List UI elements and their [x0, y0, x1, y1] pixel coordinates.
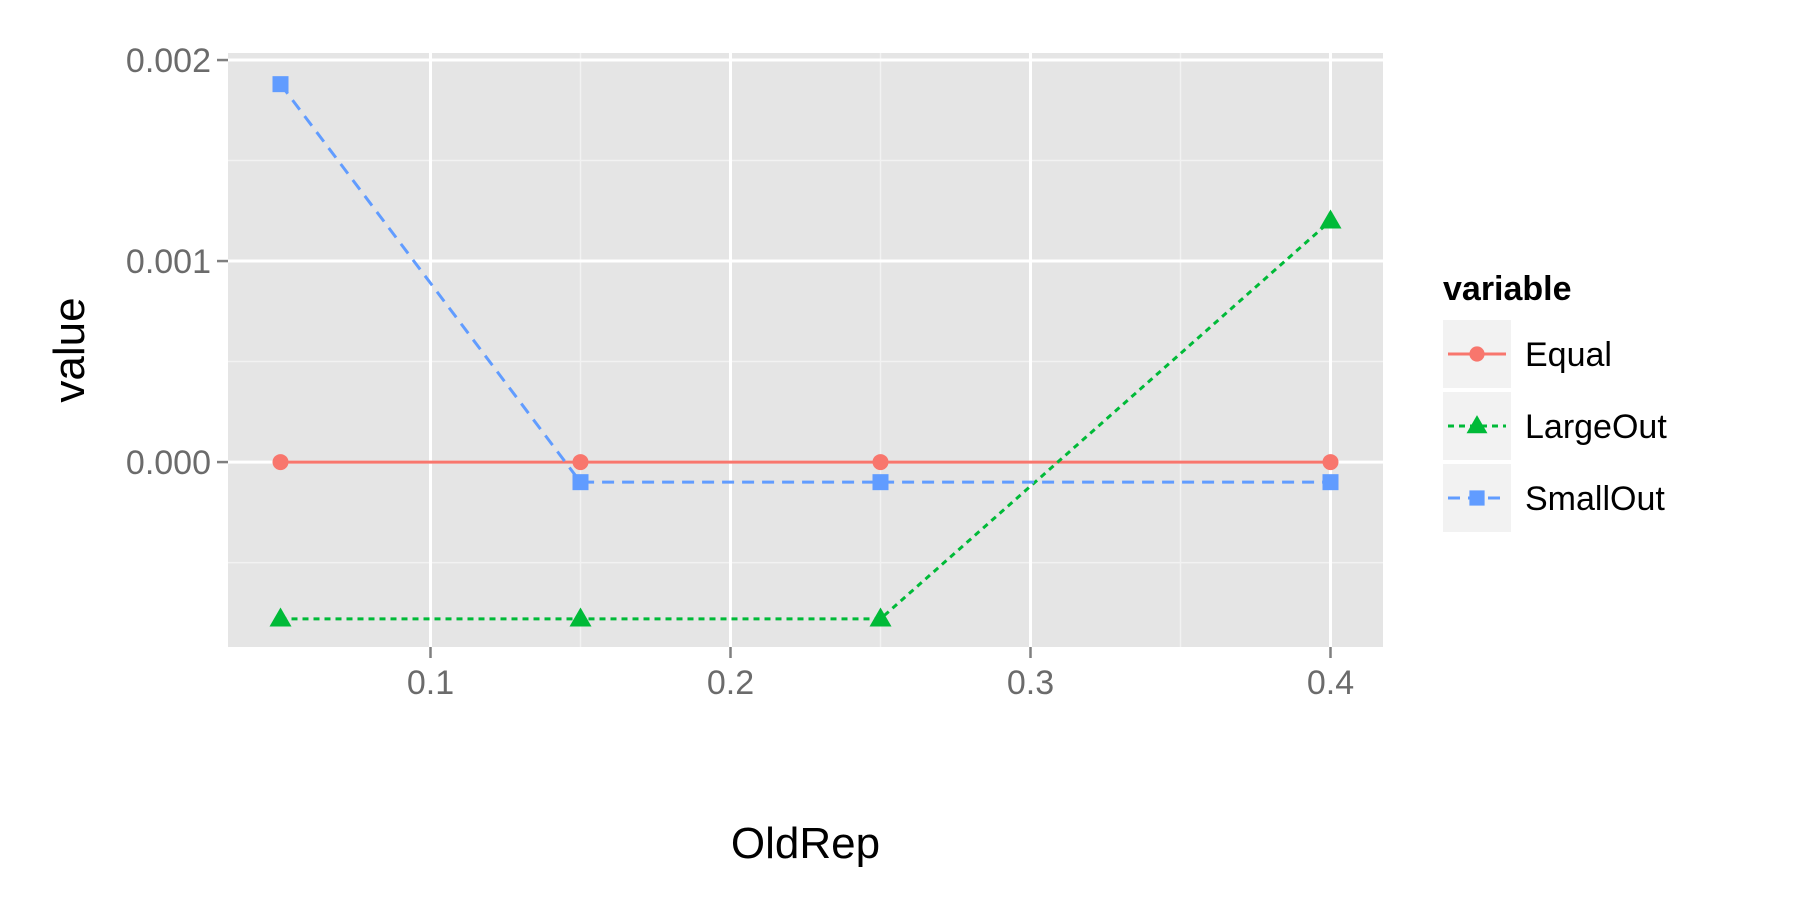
y-tick-label: 0.002	[126, 42, 211, 80]
series-line-smallout	[279, 83, 1331, 484]
legend-label-equal: Equal	[1525, 336, 1612, 374]
series-points	[269, 76, 1342, 627]
x-tick-label: 0.1	[407, 664, 454, 702]
legend: variable Equal LargeOut SmallOut	[1443, 270, 1667, 532]
plot-panel	[228, 53, 1383, 647]
y-tick-label: 0.001	[126, 243, 211, 281]
data-point-largeout	[569, 607, 592, 627]
data-point-equal	[272, 454, 289, 471]
data-point-largeout	[1319, 209, 1342, 229]
x-tick-label: 0.2	[707, 664, 754, 702]
legend-title: variable	[1443, 270, 1572, 308]
data-point-equal	[1322, 454, 1339, 471]
legend-label-largeout: LargeOut	[1525, 408, 1667, 446]
minor-grid	[228, 53, 1383, 647]
data-point-equal	[572, 454, 589, 471]
series-lines	[279, 83, 1332, 621]
legend-marker-largeout	[1466, 415, 1488, 434]
data-point-smallout	[572, 474, 589, 491]
data-point-smallout	[272, 76, 289, 93]
axis-ticks	[217, 58, 1332, 658]
data-point-largeout	[869, 607, 892, 627]
data-point-smallout	[1322, 474, 1339, 491]
y-tick-label: 0.000	[126, 444, 211, 482]
legend-marker-equal	[1469, 346, 1485, 362]
x-tick-label: 0.4	[1307, 664, 1354, 702]
data-point-smallout	[872, 474, 889, 491]
y-axis-title: value	[45, 297, 94, 402]
legend-marker-smallout	[1469, 490, 1485, 506]
data-point-equal	[872, 454, 889, 471]
x-axis-title: OldRep	[731, 819, 880, 868]
tick-labels: 0.1 0.2 0.3 0.4 0.000 0.001 0.002	[126, 42, 1354, 702]
data-point-largeout	[269, 607, 292, 627]
legend-label-smallout: SmallOut	[1525, 480, 1665, 518]
x-tick-label: 0.3	[1007, 664, 1054, 702]
